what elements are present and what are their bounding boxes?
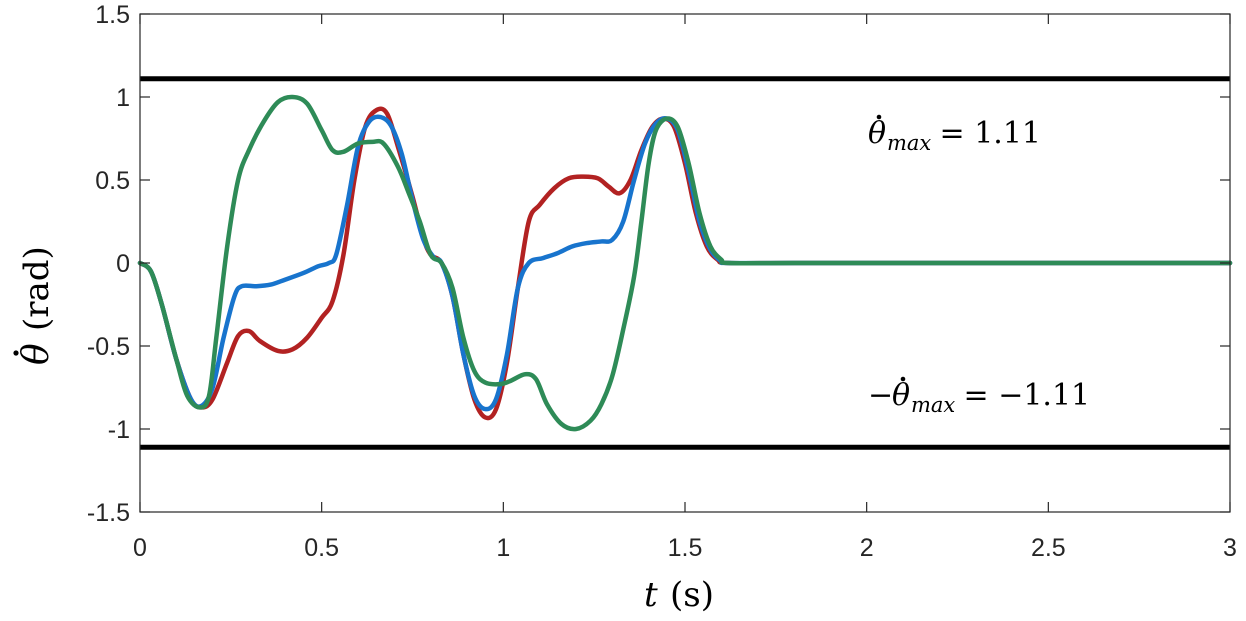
annotation-max-rest: = 1.11 — [930, 116, 1041, 151]
y-tick-label: -0.5 — [87, 333, 130, 361]
y-tick-label: 1.5 — [95, 1, 130, 29]
x-axis-label-unit: (s) — [670, 575, 714, 615]
x-tick-label: 1.5 — [668, 534, 703, 562]
annotation-min-var: θ — [892, 378, 910, 413]
annotation-max-dot — [876, 114, 882, 120]
y-tick-label: 1 — [116, 84, 130, 112]
x-axis-label: t (s) — [644, 575, 714, 615]
x-tick-label: 2 — [860, 534, 874, 562]
x-tick-label: 0.5 — [304, 534, 339, 562]
y-axis-label: θ (rad) — [13, 246, 57, 365]
y-tick-label: -1.5 — [87, 499, 130, 527]
x-tick-label: 2.5 — [1031, 534, 1066, 562]
tick-layer: 0 0.5 1 1.5 2 2.5 3 -1.5 -1 -0.5 0 0.5 1 1.5 — [87, 1, 1237, 562]
y-axis-label-dot — [13, 350, 19, 356]
annotation-min-dot — [900, 376, 906, 382]
annotation-min-sub: max — [911, 393, 955, 417]
annotation-min-rest: = −1.11 — [954, 378, 1090, 413]
y-tick-label: 0 — [116, 250, 130, 278]
y-tick-label: 0.5 — [95, 167, 130, 195]
series-layer — [137, 94, 1233, 432]
y-tick-label: -1 — [108, 416, 130, 444]
annotation-max-var: θ — [868, 116, 886, 151]
x-tick-label: 0 — [133, 534, 147, 562]
series-line-3 — [137, 94, 1233, 432]
annotation-min-prefix: − — [868, 378, 893, 413]
annotation-max-sub: max — [887, 131, 931, 155]
x-axis-label-var: t — [644, 575, 658, 615]
y-axis-label-var: θ — [16, 343, 57, 365]
annotation-max: θ max = 1.11 — [868, 114, 1041, 155]
x-tick-label: 1 — [496, 534, 510, 562]
x-tick-label: 3 — [1223, 534, 1237, 562]
y-axis-label-unit: (rad) — [17, 246, 57, 331]
limit-layer — [140, 76, 1230, 450]
annotation-min: − θ max = −1.11 — [868, 376, 1090, 417]
